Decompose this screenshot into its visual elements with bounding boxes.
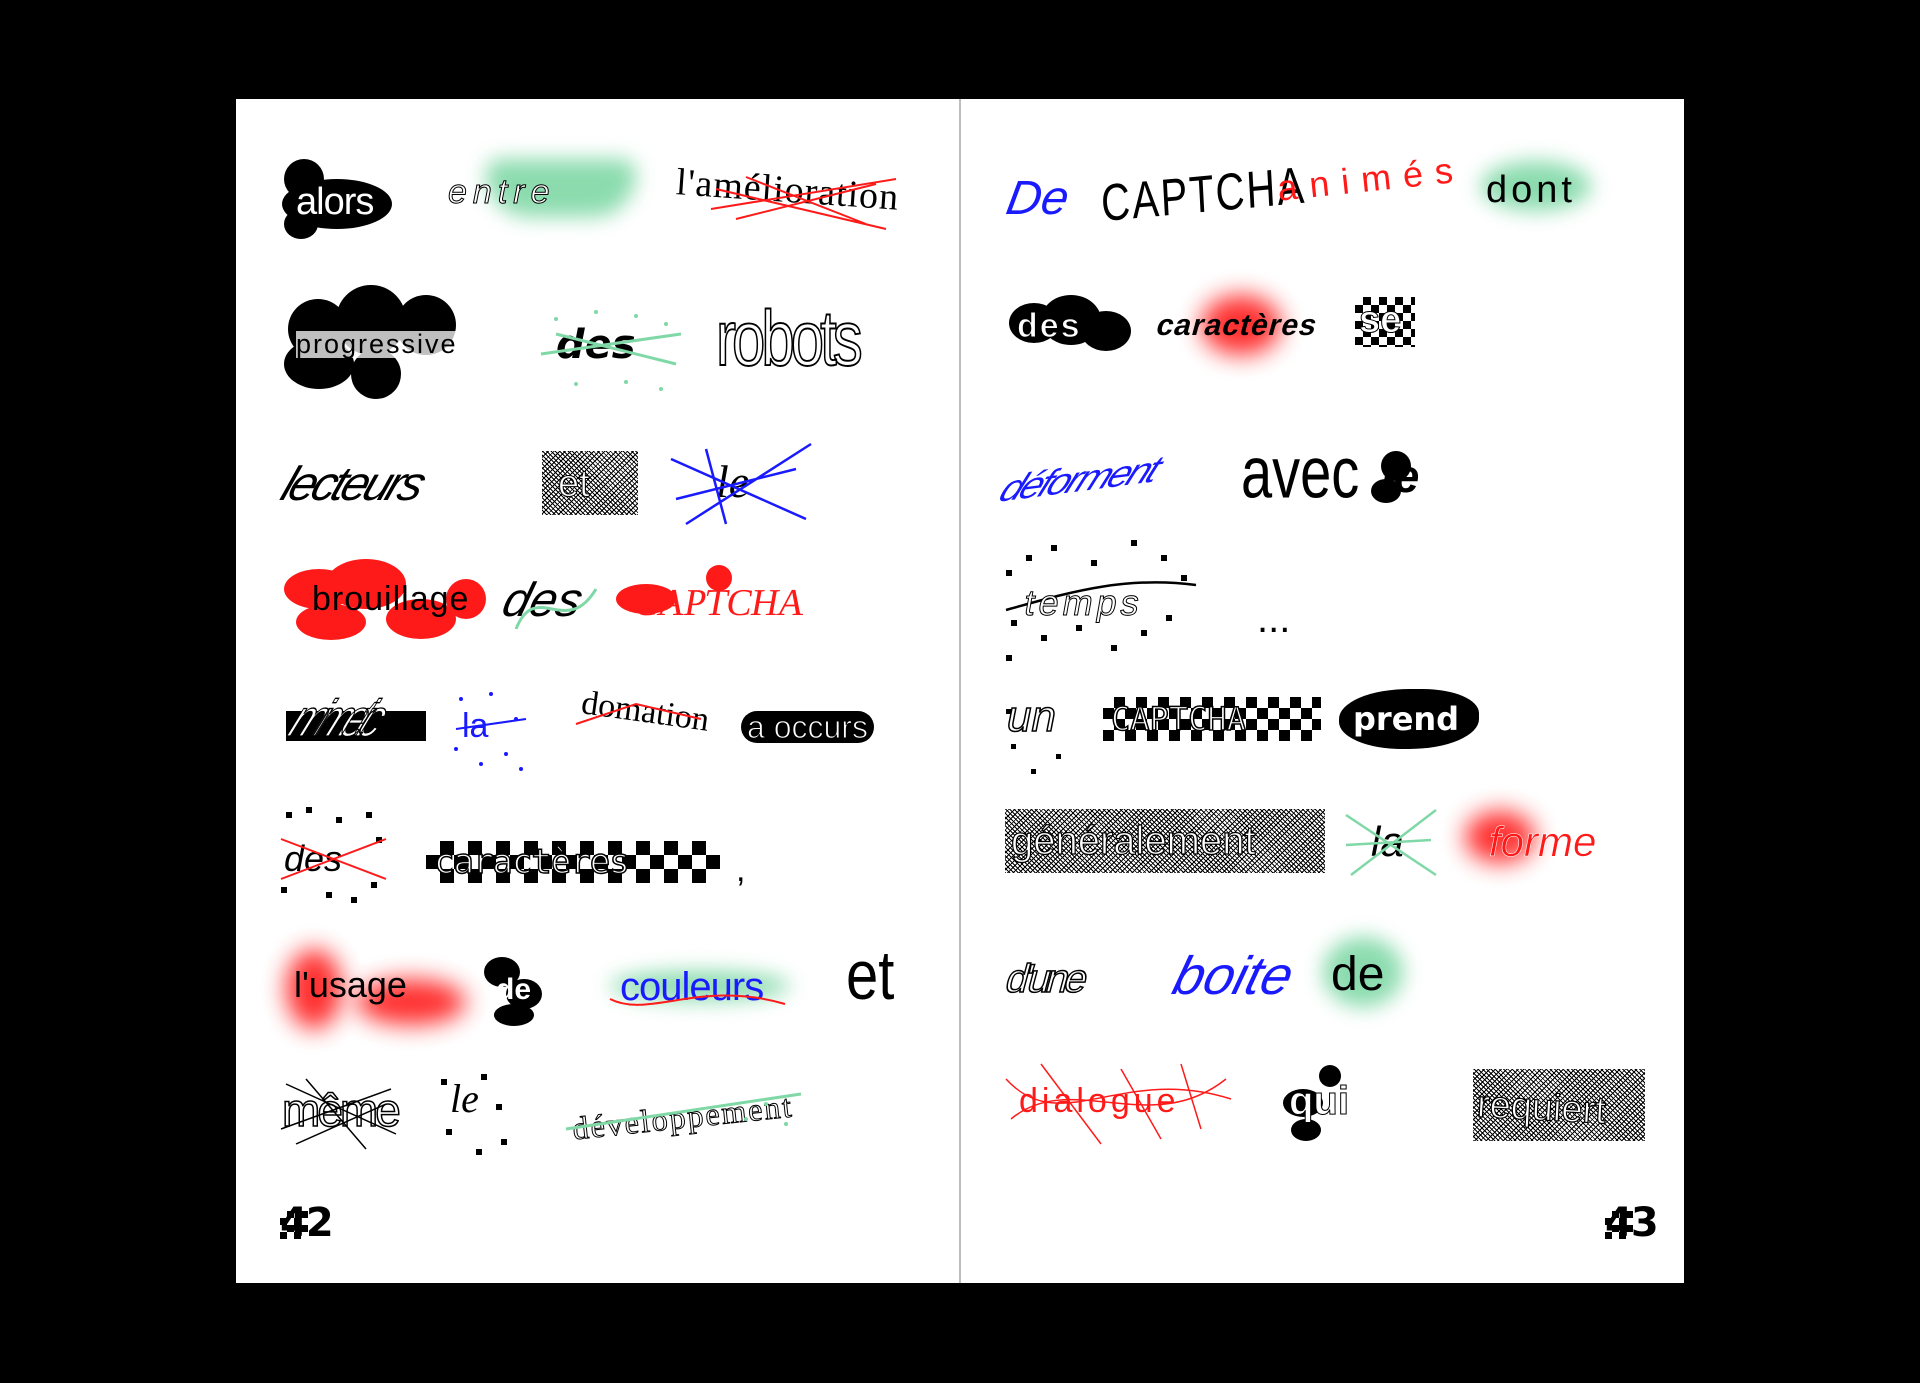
green-blur (610, 971, 790, 1001)
word-temps: temps (1021, 582, 1147, 624)
word-entre: entre (448, 173, 556, 211)
green-line (565, 1092, 802, 1131)
red-cross (280, 838, 387, 880)
green-blur (486, 159, 636, 217)
checker-box (1355, 297, 1415, 347)
word-se: se (1358, 299, 1402, 341)
word-usage: l'usage (294, 964, 407, 1005)
word-captcha: CAPTCHA (630, 582, 809, 624)
word-couleurs: couleurs (620, 965, 764, 1009)
noise-box (1473, 1069, 1645, 1141)
word-boite: boite (1166, 946, 1301, 1006)
word-qui: qui (1289, 1079, 1350, 1123)
word-le-right: le (1381, 450, 1420, 502)
noise-box (1005, 809, 1325, 873)
green-lines-dots (540, 310, 682, 391)
black-squares (441, 1074, 507, 1155)
word-robots: robots (715, 294, 863, 382)
red-scribble (710, 176, 897, 230)
word-requiert: requiert (1475, 1083, 1607, 1133)
right-page: De CAPTCHA animés dont des caractères se… (961, 99, 1684, 1283)
word-prend: prend (1353, 700, 1460, 738)
word-captcha-checker: CAPTCHA (1110, 700, 1246, 738)
red-circle (326, 559, 406, 609)
page-number-checker (280, 1211, 308, 1239)
word-de: de (496, 973, 532, 1006)
word-dont: dont (1486, 169, 1576, 211)
word-ellipsis: ... (1257, 597, 1291, 641)
green-curve (514, 588, 598, 630)
red-circle (296, 604, 366, 640)
word-brouillage: brouillage (312, 580, 470, 618)
noise-box (542, 451, 638, 515)
green-blur (1481, 161, 1591, 211)
black-bar (286, 711, 426, 741)
word-generalement: généralement (1010, 819, 1256, 863)
green-blur (1323, 937, 1403, 1007)
black-squares (1006, 709, 1061, 774)
word-des-right: des (1017, 307, 1082, 345)
red-blur (356, 979, 466, 1025)
word-le-2: le (450, 1076, 479, 1121)
decor-circle (284, 209, 318, 239)
red-circle (386, 599, 456, 639)
decor-blob (1291, 1119, 1321, 1141)
word-progressive: progressive (296, 329, 458, 359)
gutter (959, 99, 961, 1283)
checker-box (426, 841, 720, 883)
left-page: alors entre l'amélioration progressive d… (236, 99, 959, 1283)
checker-box (1103, 697, 1321, 741)
page-number: 42 (280, 1200, 334, 1246)
word-de-blue: De (1002, 172, 1074, 225)
red-blur (286, 949, 342, 1029)
page-number: 43 (1605, 1200, 1659, 1246)
green-cross (1345, 809, 1437, 877)
decor-blob (1381, 451, 1411, 481)
word-a-occurs: a occurs (741, 711, 874, 744)
decor-blob (1283, 1089, 1323, 1117)
word-caracteres-right: caractères (1152, 309, 1322, 342)
word-un: un (1006, 692, 1056, 741)
word-avec: avec (1241, 431, 1360, 514)
decor-blob (1371, 479, 1401, 503)
red-line (575, 702, 702, 725)
book-spread: alors entre l'amélioration progressive d… (236, 99, 1684, 1283)
word-dune: d'une (1000, 956, 1090, 1002)
decor-blob (494, 1004, 534, 1026)
blue-scribble (670, 442, 812, 526)
black-blob (1339, 689, 1479, 749)
word-de-green: de (1331, 948, 1385, 1001)
red-scribble (1005, 1063, 1232, 1145)
black-scribble (280, 1078, 397, 1150)
word-caracteres: caractères (433, 842, 630, 882)
word-comma: , (736, 851, 746, 889)
red-blob (616, 584, 676, 614)
black-squares (281, 807, 382, 903)
page-number-checker (1605, 1211, 1633, 1239)
decor-circle (1081, 311, 1131, 351)
red-dot (706, 565, 732, 591)
red-blur (1201, 295, 1281, 355)
word-deforment: déforment (992, 449, 1166, 511)
blue-dots (454, 692, 527, 771)
black-squares (1005, 540, 1197, 661)
red-blur (1465, 811, 1535, 863)
word-et-2: et (846, 936, 895, 1015)
word-forme: forme (1489, 818, 1597, 865)
word-lecteurs: lecteurs (274, 458, 430, 511)
word-alors: alors (296, 181, 374, 223)
red-line (609, 994, 786, 1006)
decor-blob (1319, 1065, 1341, 1087)
red-circle (446, 579, 486, 619)
word-et: et (558, 463, 591, 505)
